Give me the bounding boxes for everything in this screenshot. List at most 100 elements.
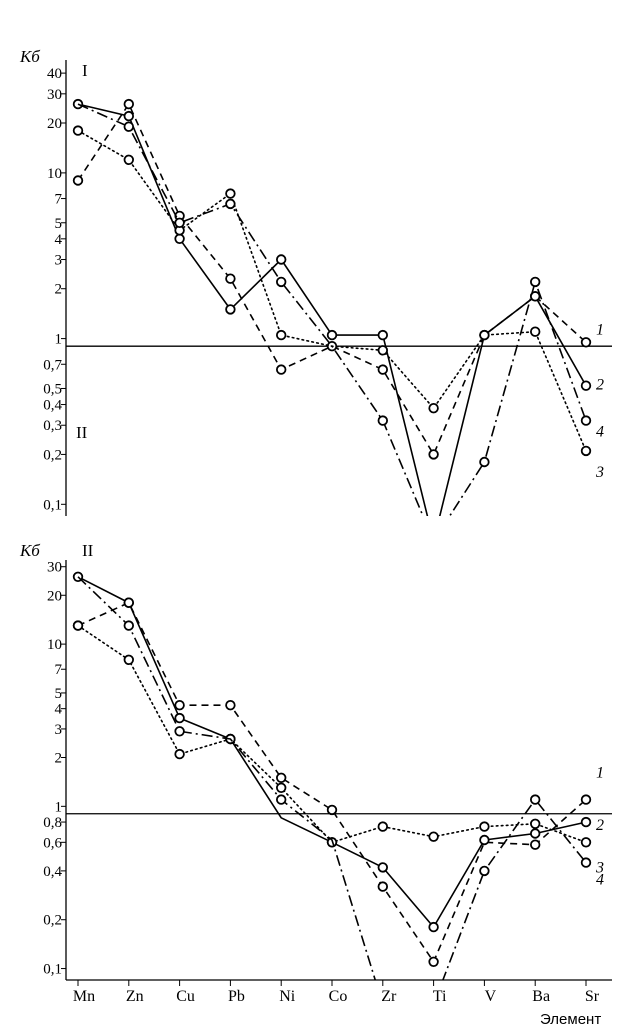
y-tick-label: 1 [55, 332, 63, 348]
data-point-1 [580, 794, 592, 805]
data-point-2 [326, 329, 338, 341]
data-point-1 [377, 364, 389, 375]
data-point-3 [225, 188, 236, 199]
data-point-2 [580, 816, 592, 828]
data-point-4 [123, 620, 135, 631]
series-line-2 [77, 576, 587, 928]
axes [65, 60, 612, 516]
y-tick-label: 5 [55, 216, 63, 232]
x-tick-label: Zr [381, 988, 397, 1005]
series-line-1 [77, 601, 587, 963]
data-point-3 [377, 821, 389, 832]
panel-label: I [82, 61, 88, 80]
data-point-2 [377, 329, 389, 341]
data-point-3 [580, 445, 592, 457]
data-point-4 [174, 726, 185, 737]
data-point-4 [530, 276, 541, 288]
data-point-2 [174, 712, 185, 724]
series-line-4 [77, 576, 587, 980]
y-tick-label: 3 [55, 722, 63, 738]
y-tick-label: 20 [47, 588, 62, 604]
series-label-3: 3 [595, 464, 604, 481]
series-label-2: 2 [596, 377, 604, 394]
y-tick-label: 4 [55, 702, 63, 718]
series-line-2 [77, 103, 587, 516]
data-point-1 [225, 700, 236, 711]
data-point-1 [276, 772, 287, 784]
data-point-1 [530, 839, 541, 850]
data-point-3 [174, 748, 185, 760]
data-point-3 [123, 654, 135, 666]
y-ticks: 30 20 10 7 54 3 2 10,8 0,6 0,4 0,2 0,1 [43, 560, 66, 978]
data-point-3 [276, 329, 287, 341]
data-point-4 [479, 456, 490, 468]
series-label-2: 2 [596, 817, 604, 834]
data-point-1 [72, 175, 84, 186]
y-tick-label: 0,1 [43, 497, 62, 513]
panel-label: II [82, 541, 94, 560]
y-tick-label: 7 [55, 192, 63, 208]
series-label-4: 4 [596, 872, 604, 889]
y-tick-label: 0,5 [43, 381, 62, 397]
data-point-1 [174, 700, 185, 711]
data-point-4 [174, 217, 185, 229]
series-label-1: 1 [596, 321, 604, 338]
y-tick-label: 0,2 [43, 447, 62, 463]
panel-upper: Кб I II 403020107543210,70,50,40,30,20,1… [19, 47, 612, 516]
data-point-1 [377, 881, 389, 892]
y-tick-label: 10 [47, 637, 62, 653]
data-point-4 [276, 794, 287, 805]
x-tick-label: Mn [73, 988, 95, 1005]
data-point-3 [479, 821, 490, 832]
y-tick-label: 0,8 [43, 815, 62, 831]
series-line-1 [77, 103, 587, 456]
y-ticks: 40 30 20 10 7 54 3 2 1 0,7 0,50,4 0,3 0,2 0,1 [43, 66, 66, 513]
data-point-2 [530, 291, 541, 302]
y-tick-label: 2 [55, 282, 63, 298]
x-tick-label: Ni [279, 988, 296, 1005]
series-group [72, 98, 592, 516]
data-point-4 [479, 865, 490, 877]
data-point-1 [276, 364, 287, 375]
series-label-3: 3 [595, 859, 604, 876]
y-tick-label: 5 [55, 686, 63, 702]
data-point-4 [225, 198, 236, 210]
data-point-3 [377, 345, 389, 356]
data-point-4 [276, 276, 287, 288]
data-point-3 [72, 620, 84, 631]
data-point-4 [123, 121, 135, 132]
data-point-3 [428, 831, 439, 842]
y-axis-label: Кб [19, 541, 40, 560]
x-tick-label: Ti [433, 988, 447, 1005]
y-tick-label: 40 [47, 66, 62, 82]
data-point-2 [479, 834, 490, 846]
data-point-4 [580, 857, 592, 868]
axes [65, 560, 612, 981]
y-tick-label: 1 [55, 799, 63, 815]
x-axis-label: Элемент [540, 1011, 601, 1028]
data-point-4 [377, 415, 389, 426]
x-tick-label: Sr [585, 988, 600, 1005]
data-point-2 [174, 233, 185, 245]
data-point-3 [530, 326, 541, 337]
data-point-2 [580, 380, 592, 391]
y-tick-label: 0,3 [43, 418, 62, 434]
y-tick-label: 7 [55, 662, 63, 678]
data-point-4 [530, 794, 541, 805]
data-point-3 [428, 403, 439, 414]
y-tick-label: 4 [55, 232, 63, 248]
series-labels: 1 2 3 4 [595, 321, 604, 481]
data-point-1 [428, 956, 439, 968]
data-point-2 [72, 98, 84, 110]
data-point-2 [123, 597, 135, 608]
data-point-1 [580, 337, 592, 348]
x-tick-label: Cu [176, 988, 195, 1005]
data-point-2 [428, 921, 439, 933]
y-tick-label: 10 [47, 166, 62, 182]
y-tick-label: 30 [47, 560, 62, 576]
data-point-2 [225, 304, 236, 315]
data-point-3 [123, 154, 135, 166]
data-point-2 [377, 862, 389, 873]
data-point-2 [123, 110, 135, 122]
